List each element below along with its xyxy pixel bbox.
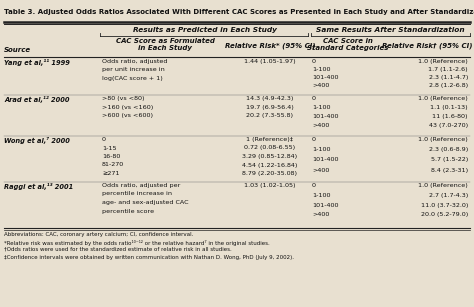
Text: >400: >400 [312,168,329,173]
Text: Wong et al,⁷ 2000: Wong et al,⁷ 2000 [4,137,70,144]
Text: Arad et al,¹² 2000: Arad et al,¹² 2000 [4,96,70,103]
Text: 81-270: 81-270 [102,162,124,168]
Text: 101-400: 101-400 [312,114,338,119]
Text: age- and sex-adjusted CAC: age- and sex-adjusted CAC [102,200,189,205]
Text: 14.3 (4.9-42.3): 14.3 (4.9-42.3) [246,96,294,101]
Text: ‡Confidence intervals were obtained by written communication with Nathan D. Wong: ‡Confidence intervals were obtained by w… [4,255,294,259]
Text: Abbreviations: CAC, coronary artery calcium; CI, confidence interval.: Abbreviations: CAC, coronary artery calc… [4,232,193,237]
Text: Raggi et al,¹³ 2001: Raggi et al,¹³ 2001 [4,183,73,190]
Text: 1.44 (1.05-1.97): 1.44 (1.05-1.97) [244,59,296,64]
Text: *Relative risk was estimated by the odds ratio¹⁰⁻¹² or the relative hazard⁷ in t: *Relative risk was estimated by the odds… [4,239,270,246]
Text: 1.0 (Reference): 1.0 (Reference) [418,59,468,64]
Text: 1-100: 1-100 [312,147,330,152]
Text: 4.54 (1.22-16.84): 4.54 (1.22-16.84) [242,162,298,168]
Text: 0: 0 [312,59,316,64]
Text: >160 (vs <160): >160 (vs <160) [102,104,153,110]
Text: 5.7 (1.5-22): 5.7 (1.5-22) [431,157,468,162]
Text: percentile score: percentile score [102,208,154,213]
Text: †Odds ratios were used for the standardized estimate of relative risk in all stu: †Odds ratios were used for the standardi… [4,247,232,252]
Text: CAC Score in
Standard Categories: CAC Score in Standard Categories [307,38,388,51]
Text: 11 (1.6-80): 11 (1.6-80) [432,114,468,119]
Text: 1.1 (0.1-13): 1.1 (0.1-13) [430,105,468,110]
Text: 1.0 (Reference): 1.0 (Reference) [418,183,468,188]
Text: 1-100: 1-100 [312,193,330,198]
Text: 8.79 (2.20-35.08): 8.79 (2.20-35.08) [243,171,298,176]
Text: 16-80: 16-80 [102,154,120,159]
Text: 1.7 (1.1-2.6): 1.7 (1.1-2.6) [428,67,468,72]
Text: 11.0 (3.7-32.0): 11.0 (3.7-32.0) [420,203,468,208]
Text: Yang et al,¹¹ 1999: Yang et al,¹¹ 1999 [4,59,70,66]
Text: 1.0 (Reference): 1.0 (Reference) [418,137,468,142]
Text: Source: Source [4,47,31,53]
Text: Relative Risk* (95% CI): Relative Risk* (95% CI) [225,42,315,49]
Text: >600 (vs <600): >600 (vs <600) [102,113,153,118]
Text: 1-100: 1-100 [312,67,330,72]
Text: 1-100: 1-100 [312,105,330,110]
Text: >400: >400 [312,212,329,217]
Text: 2.3 (1.1-4.7): 2.3 (1.1-4.7) [428,75,468,80]
Text: 0.72 (0.08-6.55): 0.72 (0.08-6.55) [245,146,296,150]
Text: percentile increase in: percentile increase in [102,192,172,196]
Text: per unit increase in: per unit increase in [102,68,165,72]
Text: 19.7 (6.9-56.4): 19.7 (6.9-56.4) [246,104,294,110]
Text: CAC Score as Formulated
in Each Study: CAC Score as Formulated in Each Study [116,38,214,51]
Text: Results as Predicted in Each Study: Results as Predicted in Each Study [133,27,277,33]
Text: ≥271: ≥271 [102,171,119,176]
Text: 0: 0 [312,137,316,142]
Text: Table 3. Adjusted Odds Ratios Associated With Different CAC Scores as Presented : Table 3. Adjusted Odds Ratios Associated… [4,9,474,15]
Text: log(CAC score + 1): log(CAC score + 1) [102,76,163,81]
Text: 1.0 (Reference): 1.0 (Reference) [418,96,468,101]
Text: 101-400: 101-400 [312,157,338,162]
Text: >400: >400 [312,84,329,88]
Text: 2.7 (1.7-4.3): 2.7 (1.7-4.3) [429,193,468,198]
Text: Odds ratio, adjusted per: Odds ratio, adjusted per [102,183,181,188]
Text: 1 (Reference)‡: 1 (Reference)‡ [246,137,293,142]
Text: 101-400: 101-400 [312,75,338,80]
Text: 20.0 (5.2-79.0): 20.0 (5.2-79.0) [421,212,468,217]
Text: 43 (7.0-270): 43 (7.0-270) [429,123,468,128]
Text: 20.2 (7.3-55.8): 20.2 (7.3-55.8) [246,113,293,118]
Text: >80 (vs <80): >80 (vs <80) [102,96,145,101]
Text: 1-15: 1-15 [102,146,117,150]
Text: 3.29 (0.85-12.84): 3.29 (0.85-12.84) [242,154,298,159]
Text: 0: 0 [312,96,316,101]
Text: 0: 0 [102,137,106,142]
Text: Odds ratio, adjusted: Odds ratio, adjusted [102,59,167,64]
Text: 1.03 (1.02-1.05): 1.03 (1.02-1.05) [244,183,296,188]
Text: 2.3 (0.6-8.9): 2.3 (0.6-8.9) [429,147,468,152]
Text: >400: >400 [312,123,329,128]
Text: 8.4 (2.3-31): 8.4 (2.3-31) [431,168,468,173]
Text: 101-400: 101-400 [312,203,338,208]
Text: 2.8 (1.2-6.8): 2.8 (1.2-6.8) [429,84,468,88]
Text: 0: 0 [312,183,316,188]
Text: Same Results After Standardization: Same Results After Standardization [316,27,465,33]
Text: Relative Risk† (95% CI): Relative Risk† (95% CI) [382,42,473,49]
